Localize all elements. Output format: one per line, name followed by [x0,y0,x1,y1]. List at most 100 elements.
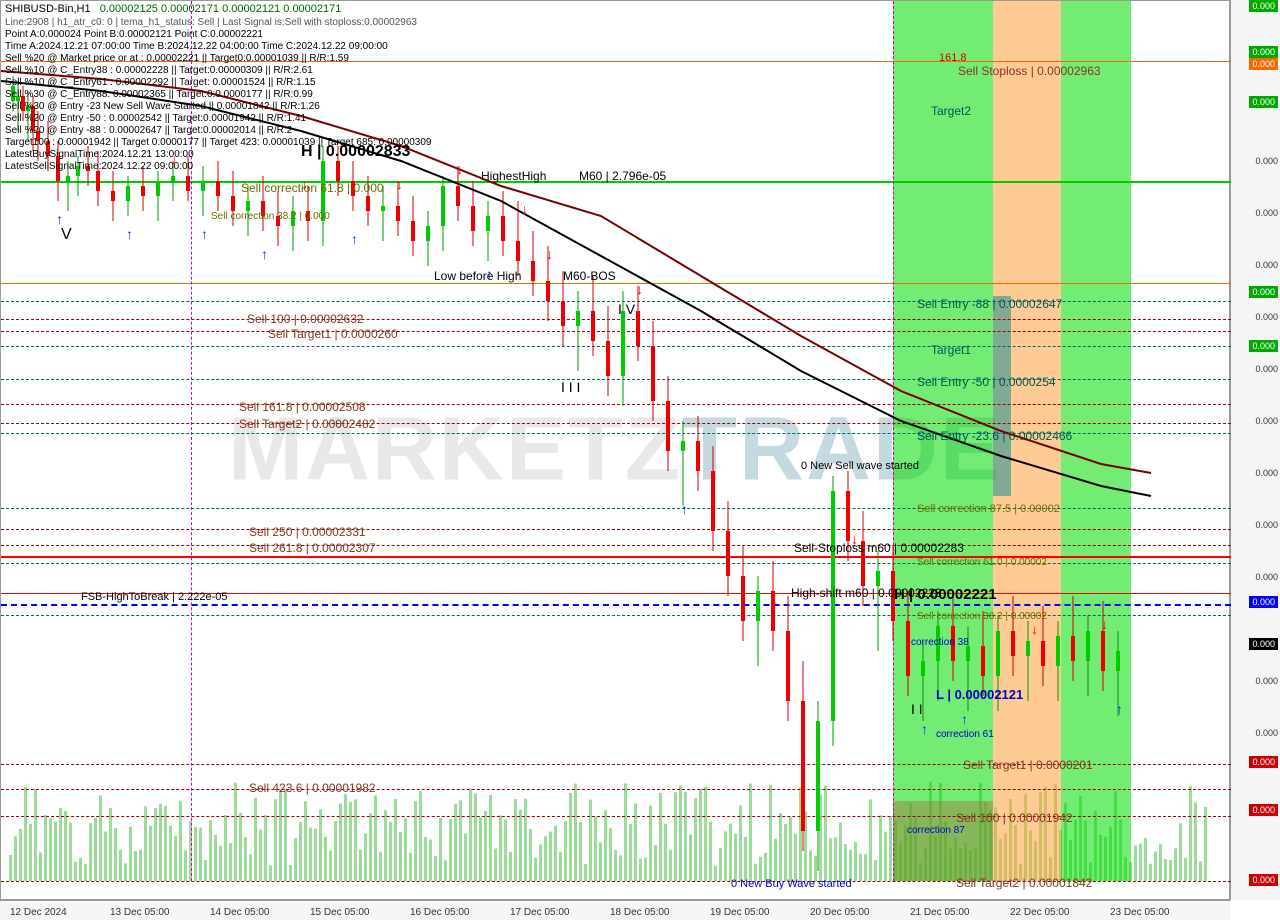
sell-1618: Sell 161.8 | 0.00002508 [239,400,366,414]
sell-stoploss-right: Sell Stoploss | 0.00002963 [958,64,1101,78]
sell-250: Sell 250 | 0.00002331 [249,525,366,539]
arrow-up-icon: ↑ [261,246,268,262]
time-axis-label: 17 Dec 05:00 [510,907,570,918]
arrow-up-icon: ↑ [1116,701,1123,717]
sell-entry-50: Sell Entry -50 | 0.0000254 [917,375,1056,389]
arrow-down-icon: ↓ [456,161,463,177]
price-tag: 0.000 [1249,596,1278,608]
info-line-7: Sell %10 @ C_Entry61 : 0.00002292 || Tar… [5,77,316,88]
time-axis-label: 19 Dec 05:00 [710,907,770,918]
price-tag: 0.000 [1249,58,1278,70]
price-tag: 0.000 [1249,286,1278,298]
target1-right: Target1 [931,343,971,357]
sell-target1: Sell Target1 | 0.0000260 [268,327,398,341]
arrow-up-icon: ↑ [56,211,63,227]
sell-correction-618: Sell correction 61.8 | 0.000 [241,181,384,195]
time-axis-label: 20 Dec 05:00 [810,907,870,918]
price-tag: 0.000 [1249,804,1278,816]
sell-4236: Sell 423.6 | 0.00001982 [249,781,376,795]
time-axis-label: 13 Dec 05:00 [110,907,170,918]
fib-1618: 161.8 [939,52,967,64]
time-axis-label: 23 Dec 05:00 [1110,907,1170,918]
new-buy-wave: 0 New Buy Wave started [731,878,852,890]
chart-area[interactable]: MARKETZTRADE ↑↑↓↑↑↓↑↓↓↑↓↓↓↑↓↓↑↑↓↓↑ SHIBU… [0,0,1230,900]
fsb-high: FSB-HighToBreak | 2.222e-05 [81,591,228,603]
roman-iii: I I I [561,379,580,395]
price-axis-label: 0.000 [1255,572,1278,582]
sell-100: Sell 100 | 0.00002632 [247,312,364,326]
info-line-14: LatestSellSignalTime:2024.12.22 09:00:00 [5,161,193,172]
price-axis-label: 0.000 [1255,260,1278,270]
arrow-down-icon: ↓ [171,151,178,167]
price-axis-label: 0.000 [1255,468,1278,478]
m60-hh: M60 | 2.796e-05 [579,169,666,183]
time-axis-label: 16 Dec 05:00 [410,907,470,918]
arrow-down-icon: ↓ [636,281,643,297]
correction-87: correction 87 [907,825,965,836]
price-axis-label: 0.000 [1255,728,1278,738]
arrow-down-icon: ↓ [521,201,528,217]
symbol-ohlc: SHIBUSD-Bin,H1 0.00002125 0.00002171 0.0… [5,3,341,15]
time-axis-label: 21 Dec 05:00 [910,907,970,918]
roman-v: V [61,226,72,244]
sell-correction-382: Sell correction 38.2 | 0.000 [211,211,330,222]
info-line-8: Sell %30 @ C_Entry88: 0.00002365 || Targ… [5,89,313,100]
price-tag: 0.000 [1249,638,1278,650]
target2-right: Target2 [931,104,971,118]
price-axis-label: 0.000 [1255,416,1278,426]
hhl-label: H | 0.00002221 [894,586,997,603]
price-axis-label: 0.000 [1255,156,1278,166]
sell-correction-382-r: Sell correction 38.2 | 0.00002 [917,611,1047,622]
hh-value: H | 0.00002833 [301,143,410,161]
time-axis-label: 12 Dec 2024 [10,907,67,918]
info-line-4: Time A:2024.12.21 07:00:00 Time B:2024.1… [5,41,388,52]
price-axis-label: 0.000 [1255,312,1278,322]
arrow-down-icon: ↓ [546,246,553,262]
price-axis-label: 0.000 [1255,364,1278,374]
sell-2618: Sell 261.8 | 0.00002307 [249,541,376,555]
time-axis-label: 14 Dec 05:00 [210,907,270,918]
price-axis-label: 0.000 [1255,520,1278,530]
time-axis-label: 18 Dec 05:00 [610,907,670,918]
price-tag: 0.000 [1249,46,1278,58]
l-val: L | 0.00002121 [936,687,1023,702]
time-axis-label: 22 Dec 05:00 [1010,907,1070,918]
info-line-10: Sell %20 @ Entry -50 : 0.00002542 || Tar… [5,113,306,124]
arrow-down-icon: ↓ [396,176,403,192]
sell-target1-r: Sell Target1 | 0.0000201 [963,758,1093,772]
arrow-down-icon: ↓ [771,591,778,607]
info-line-5: Sell %20 @ Market price or at : 0.000022… [5,53,349,64]
price-axis-label: 0.000 [1255,208,1278,218]
info-line-6: Sell %10 @ C_Entry38 : 0.00002228 || Tar… [5,65,313,76]
arrow-up-icon: ↑ [126,226,133,242]
sell-stoploss-m60: Sell-Stoploss m60 | 0.00002283 [794,541,964,555]
roman-ii: I I [911,701,923,717]
arrow-down-icon: ↓ [1101,616,1108,632]
correction-38: correction 38 [911,637,969,648]
sell-correction-875: Sell correction 87.5 | 0.00002 [917,503,1060,515]
m60-bos: M60-BOS [563,269,616,283]
info-line-11: Sell %20 @ Entry -88 : 0.00002647 || Tar… [5,125,292,136]
arrow-up-icon: ↑ [351,231,358,247]
highest-high: HighestHigh [481,169,546,183]
time-axis-label: 15 Dec 05:00 [310,907,370,918]
info-line-9: Sell %30 @ Entry -23 New Sell Wave Start… [5,101,320,112]
arrow-up-icon: ↑ [961,711,968,727]
arrow-up-icon: ↑ [921,721,928,737]
price-tag: 0.000 [1249,756,1278,768]
info-line-13: LatestBuySignalTime:2024.12.21 13:00:00 [5,149,194,160]
correction-61: correction 61 [936,729,994,740]
sell-target2-r: Sell Target2 | 0.00001842 [956,876,1092,890]
price-tag: 0.000 [1249,340,1278,352]
low-before-high: Low before High [434,269,521,283]
sell-target2: Sell Target2 | 0.00002482 [239,417,375,431]
info-line-3: Point A:0.000024 Point B:0.00002121 Poin… [5,29,263,40]
price-tag: 0.000 [1249,0,1278,12]
arrow-up-icon: ↑ [201,226,208,242]
price-axis: 0.0000.0000.0000.0000.0000.0000.0000.000… [1230,0,1280,900]
price-tag: 0.000 [1249,874,1278,886]
price-tag: 0.000 [1249,96,1278,108]
sell-entry-236: Sell Entry -23.6 | 0.00002466 [917,429,1072,443]
sell-100-r: Sell 100 | 0.00001942 [956,811,1073,825]
arrow-down-icon: ↓ [1031,621,1038,637]
